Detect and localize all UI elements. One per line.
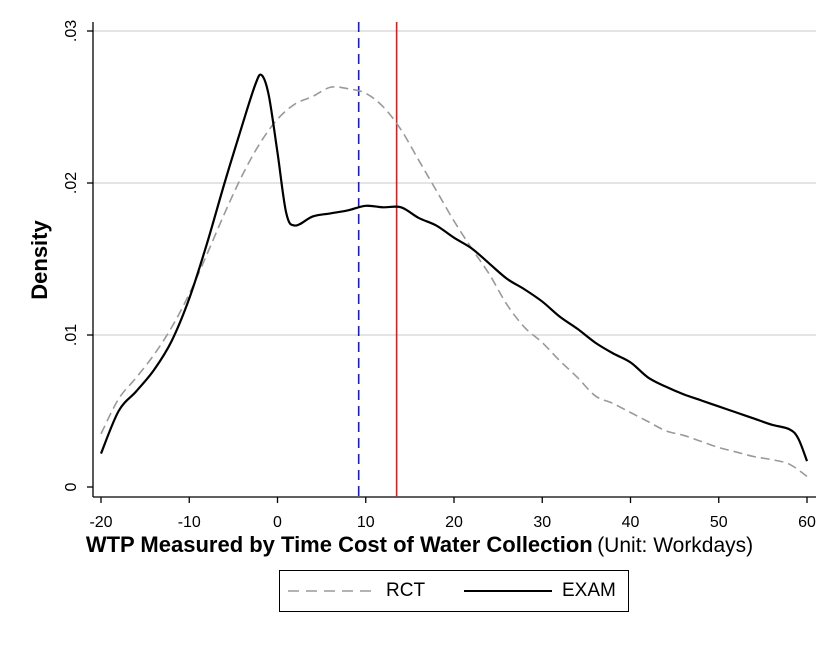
y-tick-label: .01 xyxy=(63,324,80,346)
x-axis-label-main: WTP Measured by Time Cost of Water Colle… xyxy=(85,532,593,557)
x-tick-label: 50 xyxy=(710,514,728,531)
x-tick-label: -20 xyxy=(89,514,112,531)
legend: RCT EXAM xyxy=(279,570,629,612)
x-tick-label: 10 xyxy=(357,514,375,531)
x-axis-label: WTP Measured by Time Cost of Water Colle… xyxy=(0,532,839,558)
y-tick-label: .03 xyxy=(63,20,80,42)
legend-swatch-exam xyxy=(464,590,552,592)
x-tick-label: 40 xyxy=(622,514,640,531)
legend-label-exam: EXAM xyxy=(562,580,616,601)
x-tick-label: 20 xyxy=(445,514,463,531)
legend-item-exam: EXAM xyxy=(464,571,616,611)
series-layer xyxy=(99,73,809,478)
x-tick-label: 60 xyxy=(798,514,816,531)
x-tick-label: 30 xyxy=(533,514,551,531)
x-axis-label-unit: (Unit: Workdays) xyxy=(597,534,754,557)
y-axis-label: Density xyxy=(27,220,52,300)
legend-label-rct: RCT xyxy=(386,580,426,601)
series-line-exam xyxy=(99,73,809,462)
axis-layer: 0 .01 .02 .03 -20 -10 0 10 20 30 40 50 60 xyxy=(63,20,816,531)
series-line-rct xyxy=(100,86,808,478)
legend-item-rct: RCT xyxy=(288,571,425,611)
grid-layer xyxy=(93,30,816,336)
x-tick-label: 0 xyxy=(273,514,282,531)
legend-swatch-rct xyxy=(288,590,376,592)
x-tick-label: -10 xyxy=(178,514,201,531)
y-tick-label: 0 xyxy=(63,482,80,491)
reference-lines xyxy=(357,22,398,497)
y-tick-label: .02 xyxy=(63,172,80,194)
